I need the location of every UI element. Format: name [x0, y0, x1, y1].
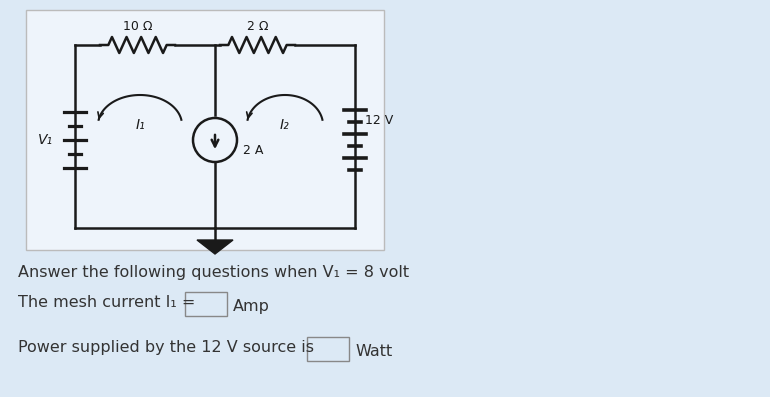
Polygon shape: [197, 240, 233, 254]
Text: Power supplied by the 12 V source is: Power supplied by the 12 V source is: [18, 340, 314, 355]
Text: 10 Ω: 10 Ω: [122, 21, 152, 33]
Text: Amp: Amp: [233, 299, 270, 314]
Text: Watt: Watt: [355, 345, 392, 360]
Text: Answer the following questions when V₁ = 8 volt: Answer the following questions when V₁ =…: [18, 265, 409, 280]
Bar: [307, 337, 349, 361]
Text: The mesh current I₁ =: The mesh current I₁ =: [18, 295, 196, 310]
Text: V₁: V₁: [38, 133, 53, 147]
FancyBboxPatch shape: [26, 10, 384, 250]
Text: 12 V: 12 V: [365, 114, 393, 127]
Text: I₁: I₁: [135, 118, 145, 132]
Text: 2 Ω: 2 Ω: [246, 21, 268, 33]
Text: I₂: I₂: [280, 118, 290, 132]
Bar: [185, 292, 227, 316]
Text: 2 A: 2 A: [243, 143, 263, 156]
